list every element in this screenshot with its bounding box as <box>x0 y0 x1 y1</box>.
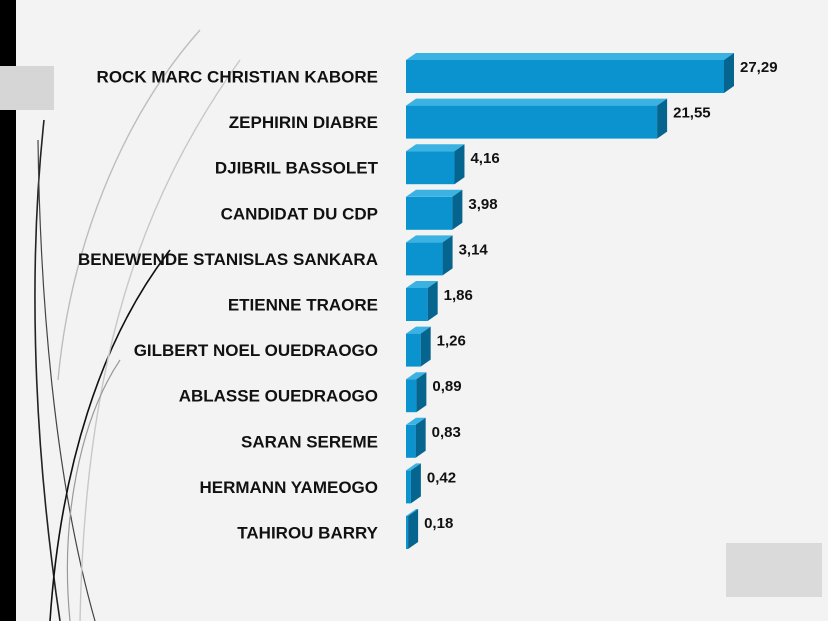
value-label: 4,16 <box>470 150 499 167</box>
bar-side-face <box>452 189 463 230</box>
bar-side-face <box>420 326 431 367</box>
bar-top-face <box>406 281 438 288</box>
bar <box>406 424 416 458</box>
bar-top-face <box>406 53 734 60</box>
bar-side-face <box>427 281 438 321</box>
category-label: ETIENNE TRAORE <box>228 296 378 315</box>
bar-side-face <box>415 417 426 458</box>
bar-top-face <box>406 509 419 516</box>
value-label: 0,89 <box>432 378 461 395</box>
bar <box>406 379 417 413</box>
bar-group: DJIBRIL BASSOLET 4,16 <box>215 144 500 185</box>
value-label: 1,26 <box>437 333 466 350</box>
category-label: DJIBRIL BASSOLET <box>215 159 379 178</box>
bar-side-face <box>442 235 453 276</box>
bar-top-face <box>406 372 427 380</box>
category-label: BENEWENDE STANISLAS SANKARA <box>78 250 378 269</box>
bar-top-face <box>406 235 453 243</box>
bar-top-face <box>406 326 431 334</box>
bar-top-face <box>406 417 426 425</box>
bar-group: ETIENNE TRAORE 1,86 <box>228 281 473 321</box>
category-label: SARAN SEREME <box>241 432 378 451</box>
bar-group: HERMANN YAMEOGO 0,42 <box>199 463 456 504</box>
swirl-line-4 <box>57 29 201 381</box>
category-label: GILBERT NOEL OUEDRAOGO <box>134 341 378 360</box>
bar-top-face <box>406 144 465 152</box>
bar-group: GILBERT NOEL OUEDRAOGO 1,26 <box>134 326 466 367</box>
swirl-line-3 <box>49 249 171 621</box>
bar <box>406 288 428 321</box>
value-label: 0,83 <box>432 424 461 441</box>
bar <box>406 105 658 139</box>
category-label: TAHIROU BARRY <box>237 524 378 543</box>
bar-group: SARAN SEREME 0,83 <box>241 417 461 458</box>
category-label: ZEPHIRIN DIABRE <box>229 113 378 132</box>
bar <box>406 242 443 276</box>
category-label: ROCK MARC CHRISTIAN KABORE <box>97 68 378 87</box>
bar-top-face <box>406 463 421 471</box>
value-label: 0,42 <box>427 469 456 486</box>
corner-box <box>726 543 822 597</box>
bar-top-face <box>406 98 668 106</box>
bar-group: ZEPHIRIN DIABRE 21,55 <box>229 98 711 139</box>
bar-side-face <box>657 98 668 139</box>
left-tab-shape <box>0 66 54 110</box>
bar-group: BENEWENDE STANISLAS SANKARA 3,14 <box>78 235 489 276</box>
bar-side-face <box>416 372 427 413</box>
bar-side-face <box>408 509 419 549</box>
swirl-line-6 <box>66 359 121 621</box>
bar <box>406 196 453 230</box>
bar <box>406 470 411 504</box>
bar <box>406 333 421 367</box>
bar-group: TAHIROU BARRY 0,18 <box>237 509 453 549</box>
bar-group: ABLASSE OUEDRAOGO 0,89 <box>179 372 462 413</box>
left-accent-strip <box>0 0 16 621</box>
swirl-line-5 <box>79 59 241 621</box>
bar-group: CANDIDAT DU CDP 3,98 <box>221 189 498 230</box>
bar <box>406 151 455 185</box>
value-label: 1,86 <box>444 287 473 304</box>
bar-group: ROCK MARC CHRISTIAN KABORE 27,29 <box>97 53 778 93</box>
category-label: CANDIDAT DU CDP <box>221 204 378 223</box>
bar-side-face <box>454 144 465 185</box>
value-label: 21,55 <box>673 105 711 122</box>
value-label: 0,18 <box>424 515 453 532</box>
value-label: 3,98 <box>468 196 497 213</box>
bar-side-face <box>724 53 734 93</box>
bar <box>406 60 724 93</box>
category-label: ABLASSE OUEDRAOGO <box>179 387 378 406</box>
value-label: 3,14 <box>459 241 489 258</box>
value-label: 27,29 <box>740 59 778 76</box>
bar-side-face <box>410 463 421 504</box>
category-label: HERMANN YAMEOGO <box>199 478 378 497</box>
bar <box>406 516 409 549</box>
swirl-line-2 <box>37 139 96 621</box>
bar-top-face <box>406 189 463 197</box>
